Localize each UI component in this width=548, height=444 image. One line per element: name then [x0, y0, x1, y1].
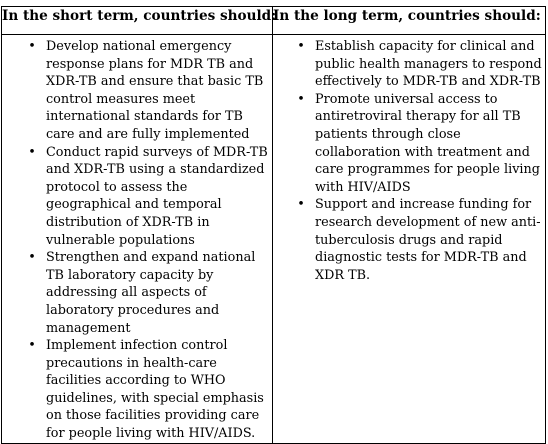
header-row: In the short term, countries should: In …: [1, 6, 546, 35]
long-term-header: In the long term, countries should:: [272, 6, 546, 35]
body-row: • Develop national emergency response pla…: [1, 34, 546, 444]
list-item-text: Strengthen and expand national TB labora…: [46, 250, 256, 336]
list-item: • Support and increase funding for resear…: [273, 196, 545, 284]
list-item: • Establish capacity for clinical and pub…: [273, 38, 545, 91]
list-item-text: Implement infection control precautions …: [46, 338, 264, 442]
list-item: • Implement infection control precautions…: [2, 337, 272, 443]
list-item: • Promote universal access to antiretrovi…: [273, 91, 545, 197]
bullet-icon: •: [28, 39, 36, 54]
list-item: • Conduct rapid surveys of MDR-TB and XDR…: [2, 144, 272, 250]
list-item-text: Establish capacity for clinical and publ…: [315, 39, 542, 90]
list-item-text: Support and increase funding for researc…: [315, 197, 541, 283]
long-term-list: • Establish capacity for clinical and pub…: [273, 35, 545, 284]
bullet-icon: •: [297, 197, 305, 213]
short-term-list: • Develop national emergency response pla…: [2, 35, 272, 443]
bullet-icon: •: [297, 39, 305, 54]
bullet-icon: •: [28, 338, 36, 354]
list-item-text: Promote universal access to antiretrovir…: [315, 91, 540, 195]
list-item-text: Develop national emergency response plan…: [46, 39, 264, 142]
list-item: • Develop national emergency response pla…: [2, 38, 272, 144]
list-item: • Strengthen and expand national TB labor…: [2, 249, 272, 337]
bullet-icon: •: [297, 91, 305, 107]
bullet-icon: •: [28, 144, 36, 160]
short-term-cell: • Develop national emergency response pla…: [1, 34, 273, 444]
long-term-cell: • Establish capacity for clinical and pub…: [272, 34, 546, 444]
recommendations-table: In the short term, countries should: In …: [1, 6, 546, 444]
short-term-header: In the short term, countries should:: [1, 6, 276, 35]
list-item-text: Conduct rapid surveys of MDR-TB and XDR-…: [46, 144, 268, 248]
bullet-icon: •: [28, 250, 36, 266]
